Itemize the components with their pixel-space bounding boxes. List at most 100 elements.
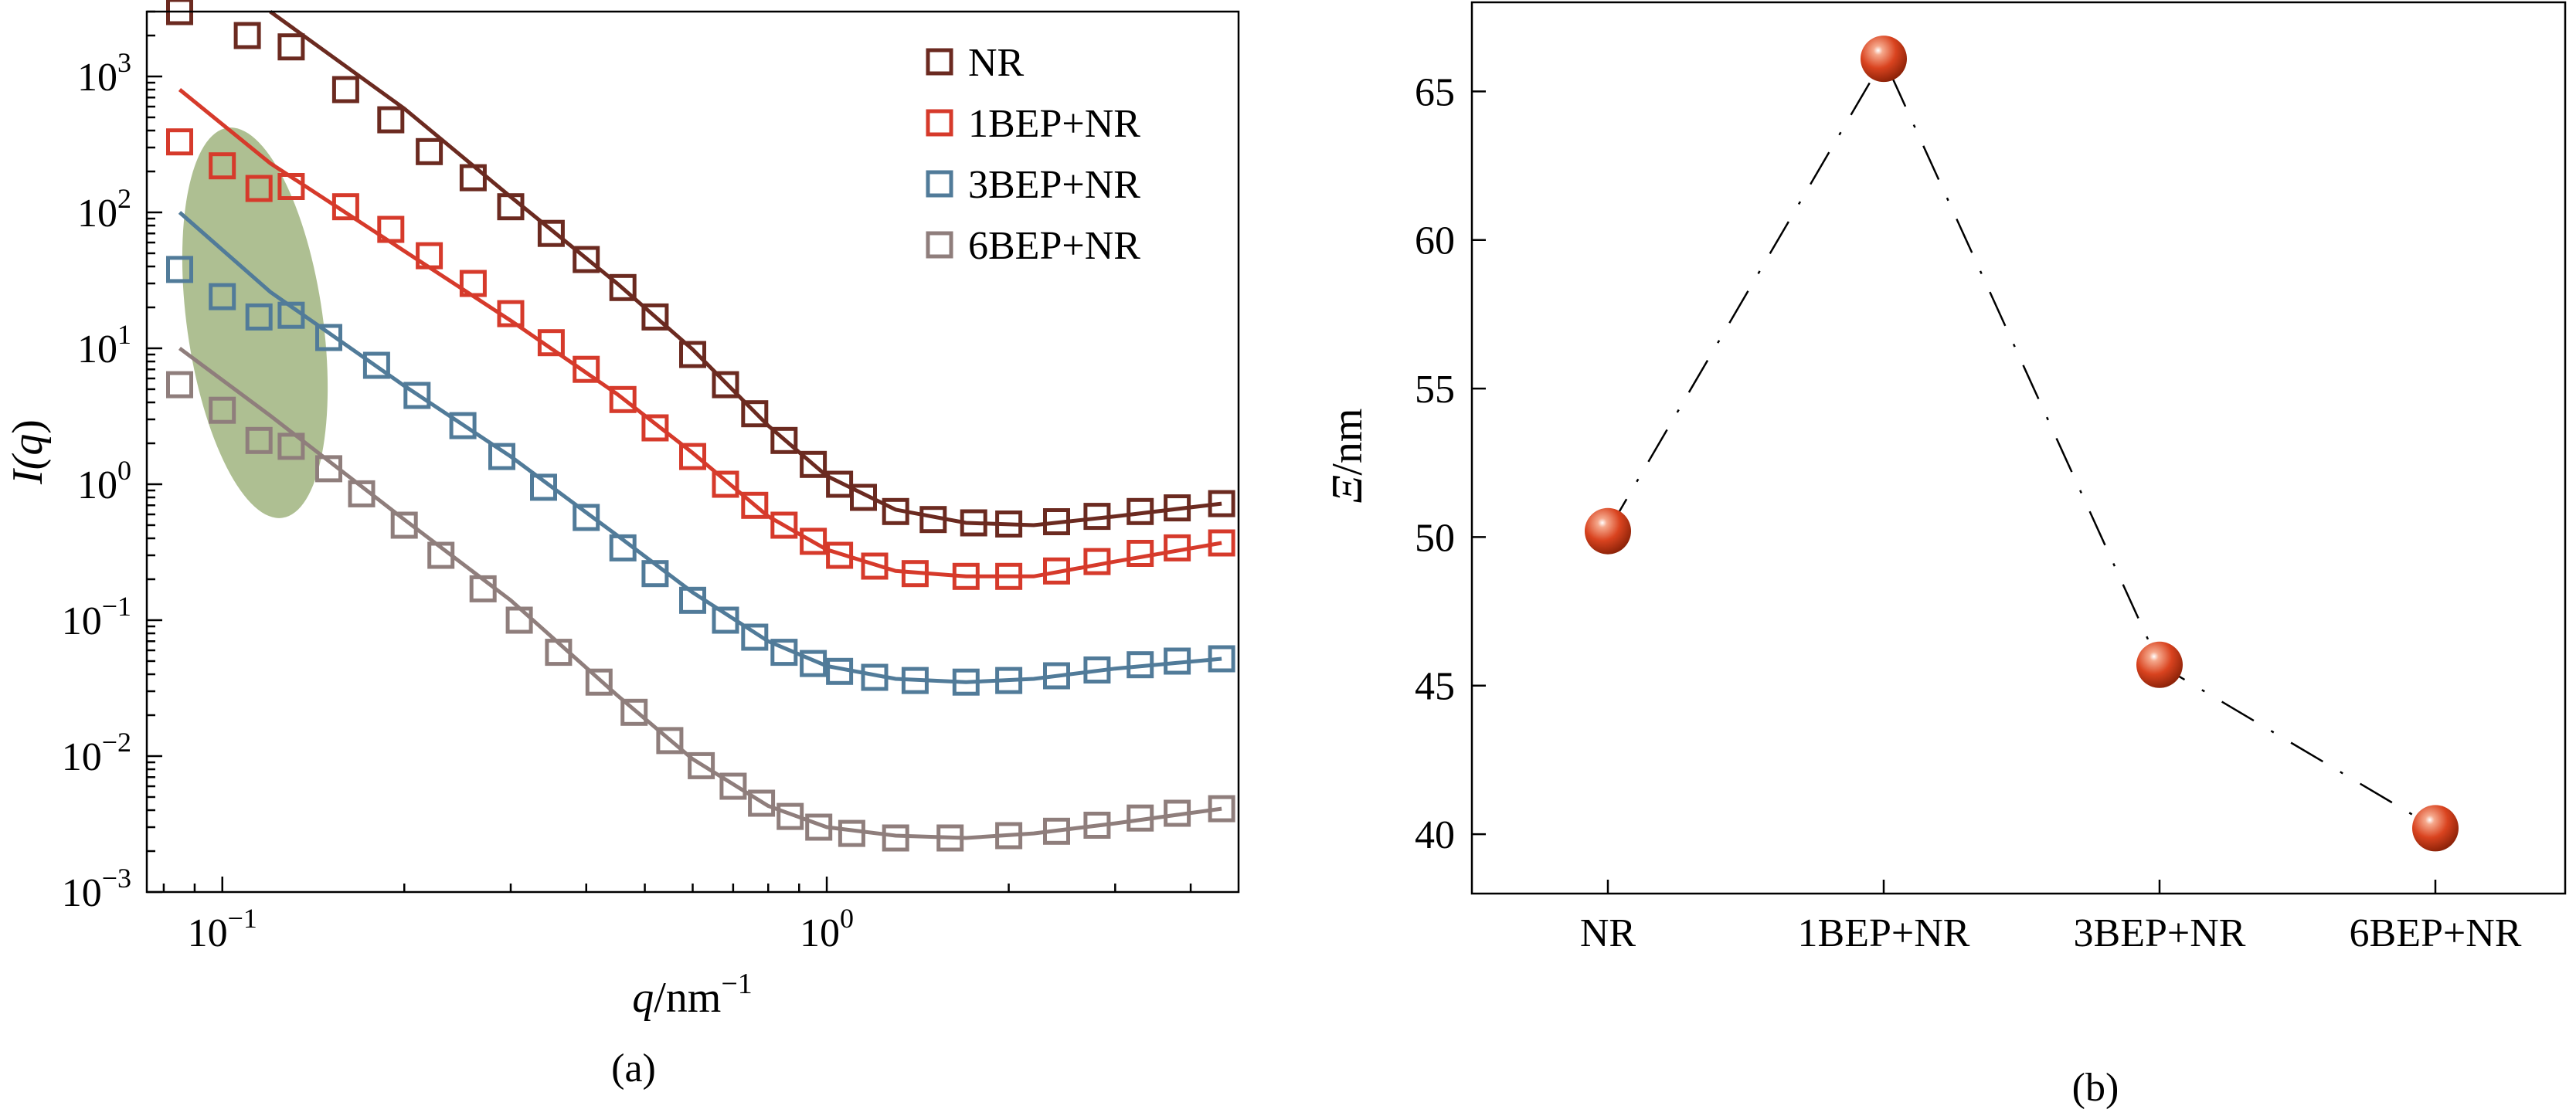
point-6bep-plus-nr — [995, 822, 1023, 850]
point-1bep-plus-nr — [1208, 529, 1235, 557]
point-3bep-plus-nr — [609, 534, 637, 561]
point-3bep-plus-nr — [315, 324, 342, 351]
point-nr — [741, 400, 769, 428]
point-6bep-plus-nr — [277, 432, 305, 460]
point-3bep-plus-nr — [826, 657, 854, 685]
point-1bep-plus-nr — [245, 175, 273, 202]
point-1bep-plus-nr — [1043, 557, 1070, 585]
point-6bep-plus-nr — [469, 575, 497, 602]
y-tick-label-b: 55 — [1415, 368, 1455, 412]
y-tick-label-b: 65 — [1415, 70, 1455, 114]
panel-label-a: (a) — [611, 1046, 656, 1091]
y-tick-label-b: 40 — [1415, 813, 1455, 857]
point-1bep-plus-nr — [952, 562, 980, 590]
point-6bep-plus-nr — [1208, 795, 1235, 823]
point-6bep-plus-nr — [936, 824, 964, 852]
point-nr — [573, 246, 600, 273]
point-3bep-plus-nr — [245, 303, 273, 331]
legend-label-nr: NR — [968, 41, 1025, 85]
point-nr — [1083, 503, 1111, 531]
point-nr — [882, 497, 909, 525]
point-nr — [770, 426, 798, 454]
point-1bep-plus-nr — [497, 300, 525, 327]
point-3bep-plus-nr — [403, 382, 431, 409]
point-6bep-plus-nr — [585, 668, 613, 696]
point-6bep-plus-nr — [748, 789, 776, 817]
point-1bep-plus-nr — [1127, 540, 1154, 567]
point-nr — [1127, 497, 1154, 525]
y-axis-title-b: Ξ/nm — [1324, 409, 1371, 504]
point-6bep-plus-nr — [209, 396, 236, 424]
point-6bep-plus-nr — [505, 606, 533, 634]
point-6bep-plus-nr — [882, 824, 909, 852]
point-nr — [459, 164, 487, 192]
point-6bep-plus-nr — [1127, 804, 1154, 832]
point-nr — [1208, 490, 1235, 517]
marker-3bep-plus-nr — [2136, 641, 2183, 688]
highlight-ellipse — [182, 127, 328, 518]
chart-a: 10−1 100 103 102 101 100 10−1 10−2 10−3 NR 1BEP+… — [4, 0, 1240, 1091]
point-1bep-plus-nr — [741, 491, 769, 519]
y-tick-label-a: 100 — [77, 455, 131, 507]
y-tick-label-a: 101 — [77, 319, 131, 371]
marker-6bep-plus-nr — [2412, 805, 2459, 852]
x-axis-title-a: q/nm−1 — [632, 968, 753, 1022]
point-1bep-plus-nr — [770, 511, 798, 539]
legend-swatch-6bep-plus-nr — [926, 231, 953, 259]
y-axis-title-a: I(q) — [4, 419, 52, 485]
point-6bep-plus-nr — [805, 813, 833, 841]
legend-swatch-nr — [926, 48, 953, 76]
point-6bep-plus-nr — [315, 455, 342, 483]
legend-swatch-1bep-plus-nr — [926, 109, 953, 137]
point-nr — [1043, 508, 1070, 535]
markers — [1585, 36, 2459, 852]
x-ticks-b: NR 1BEP+NR 3BEP+NR 6BEP+NR — [1580, 880, 2522, 955]
point-nr — [960, 509, 987, 537]
point-3bep-plus-nr — [712, 606, 739, 634]
point-nr — [537, 219, 565, 247]
point-1bep-plus-nr — [377, 215, 405, 243]
point-6bep-plus-nr — [620, 698, 648, 726]
legend-swatch-3bep-plus-nr — [926, 170, 953, 198]
point-nr — [609, 273, 637, 301]
legend-label-1bep-plus-nr: 1BEP+NR — [968, 102, 1140, 146]
point-3bep-plus-nr — [1043, 662, 1070, 690]
y-ticks-b: 40 45 50 55 60 65 — [1415, 70, 1486, 857]
point-3bep-plus-nr — [449, 412, 477, 439]
point-6bep-plus-nr — [166, 371, 193, 399]
point-nr — [497, 193, 525, 221]
y-tick-label-b: 60 — [1415, 219, 1455, 263]
point-nr — [679, 341, 706, 368]
point-3bep-plus-nr — [1164, 647, 1191, 675]
point-1bep-plus-nr — [712, 470, 739, 498]
point-3bep-plus-nr — [800, 650, 828, 677]
point-1bep-plus-nr — [826, 541, 854, 569]
point-6bep-plus-nr — [656, 727, 684, 755]
legend-label-6bep-plus-nr: 6BEP+NR — [968, 224, 1140, 268]
marker-nr — [1585, 507, 1631, 555]
point-6bep-plus-nr — [838, 819, 865, 847]
point-3bep-plus-nr — [488, 443, 515, 470]
point-nr — [377, 106, 405, 134]
point-nr — [1164, 494, 1191, 522]
point-1bep-plus-nr — [459, 270, 487, 297]
data-points — [166, 0, 1235, 852]
point-nr — [850, 483, 877, 511]
point-nr — [800, 450, 828, 478]
x-tick-label-a: 100 — [800, 903, 854, 955]
point-3bep-plus-nr — [770, 639, 798, 667]
point-6bep-plus-nr — [1164, 799, 1191, 827]
point-6bep-plus-nr — [777, 802, 804, 830]
point-3bep-plus-nr — [1127, 651, 1154, 679]
point-3bep-plus-nr — [209, 283, 236, 310]
point-3bep-plus-nr — [362, 351, 390, 379]
y-tick-label-a: 10−2 — [62, 727, 131, 779]
point-1bep-plus-nr — [1164, 534, 1191, 561]
point-1bep-plus-nr — [209, 152, 236, 180]
point-6bep-plus-nr — [719, 772, 747, 800]
point-6bep-plus-nr — [1083, 812, 1111, 839]
point-6bep-plus-nr — [688, 751, 715, 779]
y-tick-label-b: 45 — [1415, 665, 1455, 709]
series-line — [1606, 56, 2436, 829]
